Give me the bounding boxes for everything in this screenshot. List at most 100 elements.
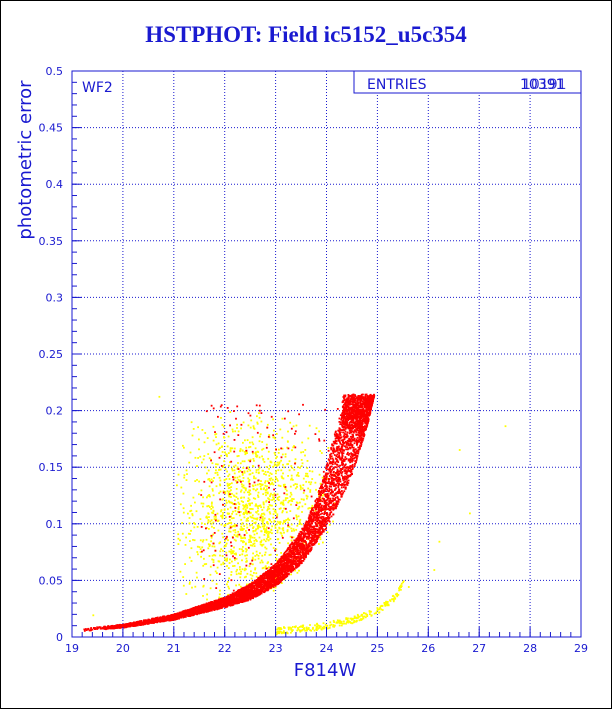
data-point-red xyxy=(326,492,329,495)
data-point-red xyxy=(334,450,337,453)
data-point-yellow xyxy=(300,629,302,632)
data-point-yellow xyxy=(348,620,350,623)
data-point-yellow xyxy=(235,584,237,587)
data-point-yellow xyxy=(297,628,300,631)
data-point-yellow xyxy=(198,480,200,483)
data-point-yellow xyxy=(247,500,250,502)
data-point-yellow xyxy=(302,498,305,501)
data-point-red xyxy=(291,568,294,571)
data-point-yellow xyxy=(283,630,285,632)
data-point-yellow xyxy=(291,530,293,532)
data-point-yellow xyxy=(284,488,287,490)
data-point-yellow xyxy=(294,487,297,490)
data-point-yellow xyxy=(228,501,231,504)
data-point-red xyxy=(240,601,243,603)
data-point-yellow xyxy=(230,573,233,576)
data-point-yellow xyxy=(268,554,271,556)
data-point-red xyxy=(299,536,301,538)
data-point-yellow xyxy=(205,563,208,565)
data-point-red xyxy=(224,597,227,599)
data-point-yellow xyxy=(248,534,251,537)
data-point-yellow xyxy=(193,522,195,524)
data-point-red xyxy=(341,439,344,441)
data-point-yellow xyxy=(273,520,276,523)
data-point-yellow xyxy=(221,555,224,557)
data-point-red xyxy=(353,431,355,434)
data-point-yellow xyxy=(306,497,308,500)
data-point-yellow xyxy=(261,448,263,451)
data-point-yellow xyxy=(251,472,254,474)
data-point-yellow xyxy=(400,586,402,588)
data-point-red xyxy=(326,516,329,519)
data-point-red xyxy=(340,495,343,498)
data-point-red xyxy=(347,482,350,484)
data-point-yellow xyxy=(274,453,277,456)
data-point-yellow xyxy=(248,502,250,505)
data-point-red xyxy=(317,511,320,513)
data-point-yellow xyxy=(283,521,285,524)
data-point-yellow xyxy=(302,477,305,480)
data-point-yellow xyxy=(271,586,274,589)
data-point-yellow xyxy=(244,547,247,550)
data-point-yellow xyxy=(266,562,269,565)
data-point-yellow xyxy=(255,455,257,458)
data-point-red xyxy=(346,433,348,436)
data-point-yellow xyxy=(290,527,293,530)
data-point-red xyxy=(290,555,293,558)
data-point-yellow xyxy=(276,632,279,635)
data-point-yellow xyxy=(309,489,312,491)
data-point-yellow xyxy=(245,519,248,522)
data-point-yellow xyxy=(281,436,284,439)
data-point-yellow xyxy=(220,509,223,511)
data-point-yellow xyxy=(243,496,245,499)
data-point-yellow xyxy=(304,475,307,477)
data-point-red xyxy=(331,500,334,502)
data-point-yellow xyxy=(230,486,233,488)
data-point-yellow xyxy=(333,625,335,628)
data-point-red xyxy=(285,557,288,560)
data-point-yellow xyxy=(236,476,239,479)
data-point-red xyxy=(336,468,339,471)
data-point-yellow xyxy=(217,448,220,451)
data-point-yellow xyxy=(334,473,336,476)
data-point-yellow xyxy=(288,626,291,629)
data-point-yellow xyxy=(266,492,269,495)
data-point-yellow xyxy=(332,625,334,628)
data-point-yellow xyxy=(280,459,282,462)
data-point-yellow xyxy=(320,628,323,630)
data-point-yellow xyxy=(240,536,243,539)
data-point-yellow xyxy=(306,495,309,498)
data-point-yellow xyxy=(215,463,217,466)
data-point-yellow xyxy=(246,583,248,586)
data-point-red xyxy=(329,456,331,458)
data-point-red xyxy=(346,470,349,473)
data-point-red xyxy=(325,520,327,523)
data-point-yellow xyxy=(272,513,275,516)
data-point-red xyxy=(233,599,235,602)
data-point-yellow xyxy=(246,518,248,520)
data-point-yellow xyxy=(285,489,288,492)
data-point-red xyxy=(228,603,231,606)
data-point-yellow xyxy=(232,510,234,513)
data-point-red xyxy=(318,516,321,518)
data-point-yellow xyxy=(263,461,266,463)
data-point-red xyxy=(314,519,317,521)
data-point-yellow xyxy=(287,628,290,631)
data-point-yellow xyxy=(318,626,321,629)
data-point-yellow xyxy=(252,527,254,529)
data-point-red xyxy=(274,568,276,571)
data-point-red xyxy=(338,430,341,432)
data-point-yellow xyxy=(300,625,302,628)
data-point-yellow xyxy=(259,526,262,529)
data-point-yellow xyxy=(256,422,259,425)
data-point-red xyxy=(198,609,200,612)
data-point-yellow xyxy=(273,510,276,513)
data-point-yellow xyxy=(189,581,191,584)
data-point-yellow xyxy=(195,510,198,513)
data-point-yellow xyxy=(266,423,269,426)
data-point-yellow xyxy=(265,443,268,446)
data-point-yellow xyxy=(293,445,295,447)
data-point-red xyxy=(331,450,334,452)
data-point-yellow xyxy=(231,428,234,431)
data-point-red xyxy=(345,477,348,479)
